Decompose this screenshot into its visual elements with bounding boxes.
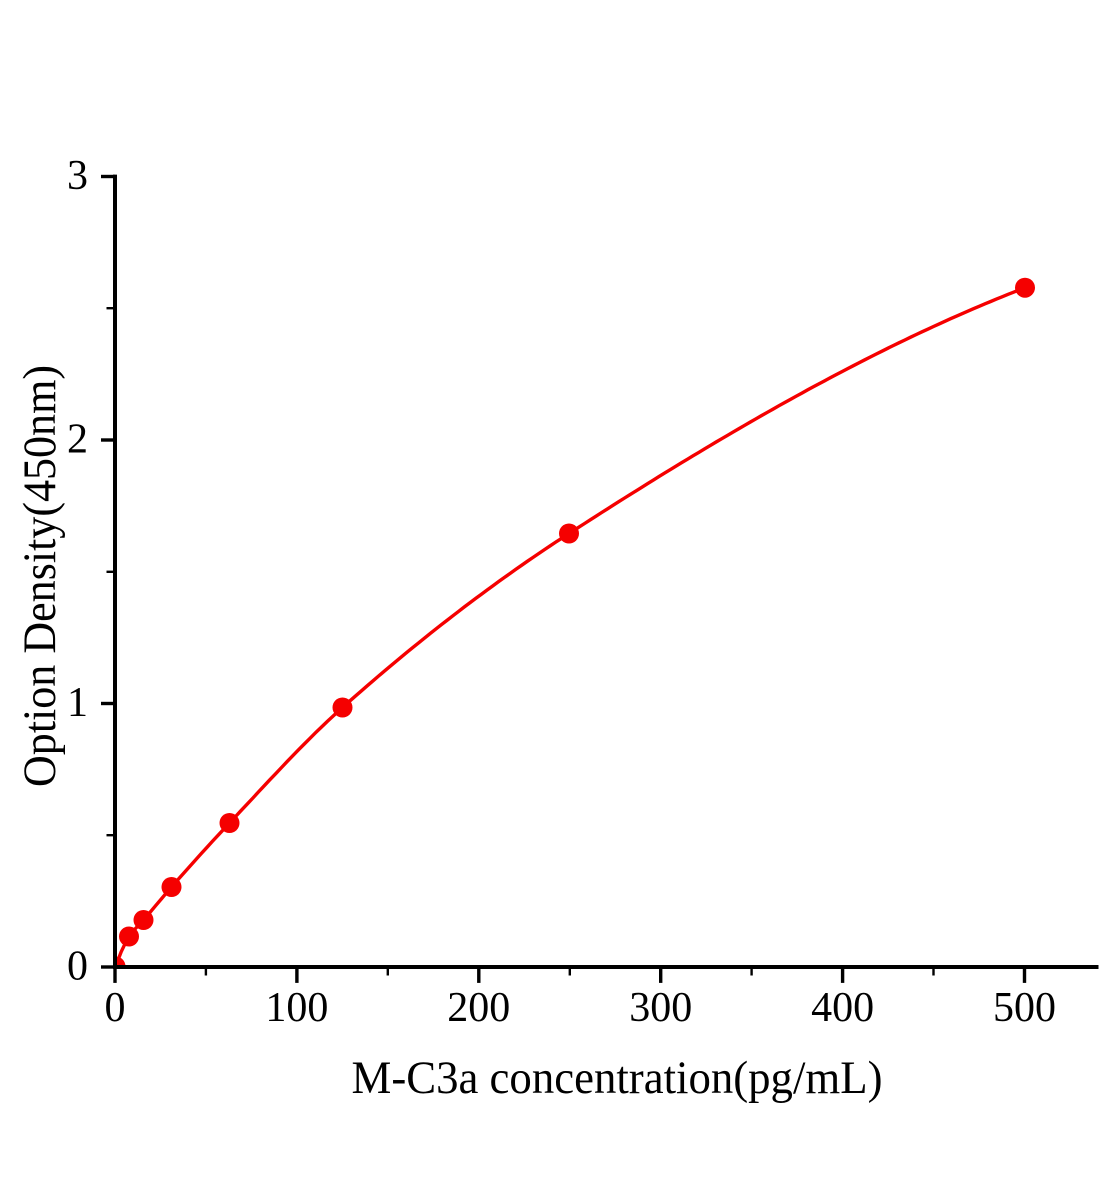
svg-text:3: 3 — [67, 153, 88, 199]
svg-text:400: 400 — [811, 985, 874, 1031]
svg-text:100: 100 — [265, 985, 328, 1031]
svg-text:300: 300 — [629, 985, 692, 1031]
svg-text:Option Density(450nm): Option Density(450nm) — [14, 365, 66, 787]
svg-text:2: 2 — [67, 417, 88, 463]
svg-text:M-C3a concentration(pg/mL): M-C3a concentration(pg/mL) — [352, 1052, 883, 1104]
svg-text:1: 1 — [67, 680, 88, 726]
svg-text:0: 0 — [67, 944, 88, 990]
svg-text:0: 0 — [105, 985, 126, 1031]
svg-text:500: 500 — [993, 985, 1056, 1031]
svg-text:200: 200 — [447, 985, 510, 1031]
